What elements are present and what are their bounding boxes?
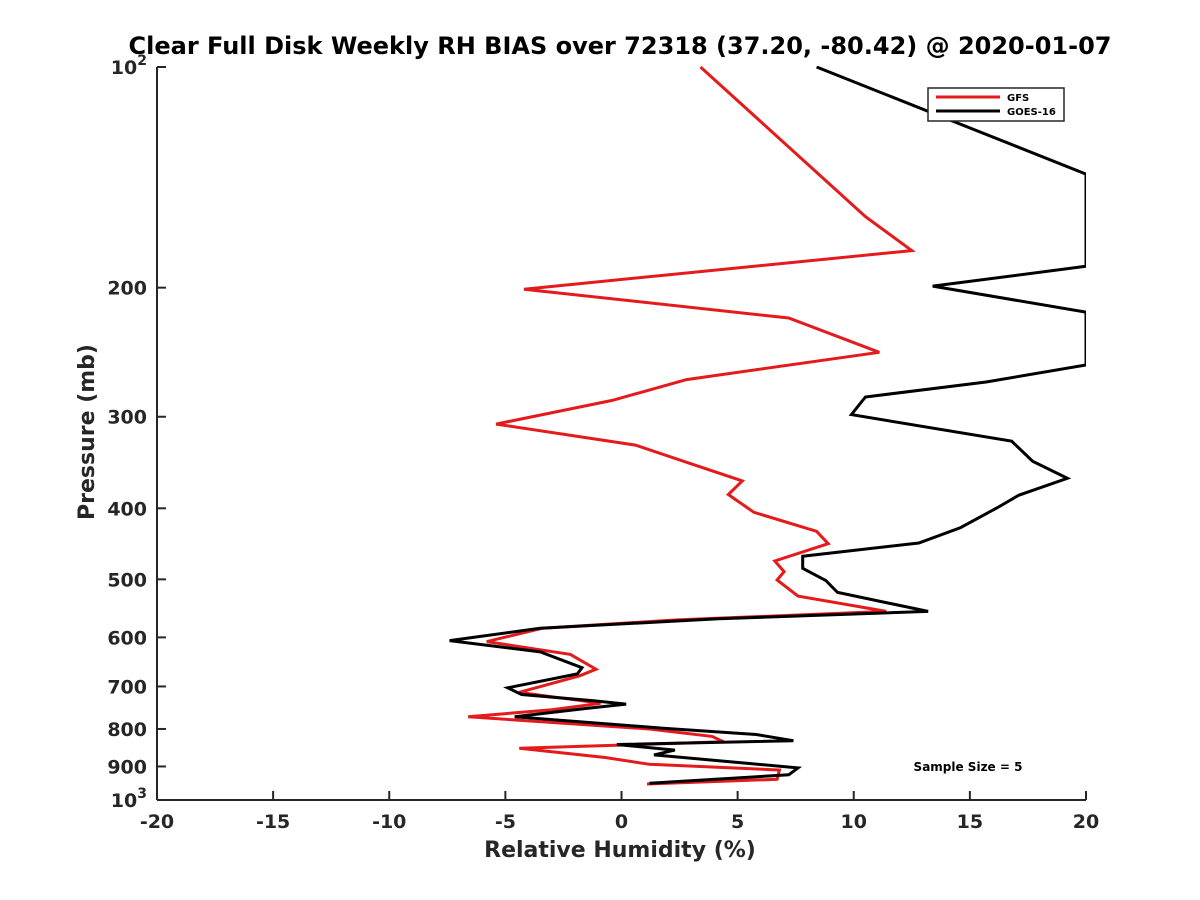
x-tick-label: -10 xyxy=(372,811,406,833)
y-tick-base: 300 xyxy=(107,407,147,429)
legend: GFS GOES-16 xyxy=(927,87,1065,122)
y-tick-exponent: 3 xyxy=(137,786,147,802)
x-axis-ticks: -20 -15 -10 -5 0 5 10 15 20 xyxy=(140,791,1099,833)
x-tick-label: -5 xyxy=(495,811,516,833)
y-tick-label: 800 xyxy=(107,719,147,741)
x-tick-label: 15 xyxy=(957,811,983,833)
y-tick-base: 10 xyxy=(111,57,137,79)
x-axis-label: Relative Humidity (%) xyxy=(484,838,756,863)
y-tick-label: 300 xyxy=(107,407,147,429)
y-tick-base: 900 xyxy=(107,756,147,778)
y-tick-label: 102 xyxy=(111,53,147,79)
y-tick-base: 700 xyxy=(107,676,147,698)
x-tick-label: 20 xyxy=(1073,811,1099,833)
y-tick-label: 500 xyxy=(107,569,147,591)
y-tick-base: 400 xyxy=(107,498,147,520)
x-tick-label: 5 xyxy=(731,811,744,833)
y-tick-label: 400 xyxy=(107,498,147,520)
chart-title: Clear Full Disk Weekly RH BIAS over 7231… xyxy=(129,32,1112,60)
legend-label: GFS xyxy=(1007,93,1029,104)
y-axis-label: Pressure (mb) xyxy=(75,344,100,520)
series-line-goes-16 xyxy=(449,66,1086,785)
y-tick-base: 800 xyxy=(107,719,147,741)
series-layer xyxy=(449,66,1086,786)
x-tick-label: -15 xyxy=(256,811,290,833)
y-tick-base: 500 xyxy=(107,569,147,591)
y-tick-label: 103 xyxy=(111,786,147,812)
series-line-gfs xyxy=(468,66,916,786)
x-tick-label: 0 xyxy=(615,811,628,833)
y-tick-base: 200 xyxy=(107,278,147,300)
legend-box xyxy=(927,87,1065,122)
y-tick-exponent: 2 xyxy=(137,53,147,69)
y-tick-label: 900 xyxy=(107,756,147,778)
y-tick-label: 200 xyxy=(107,278,147,300)
y-tick-label: 700 xyxy=(107,676,147,698)
y-tick-base: 10 xyxy=(111,790,137,812)
sample-size-annotation: Sample Size = 5 xyxy=(914,760,1023,774)
y-tick-label: 600 xyxy=(107,627,147,649)
x-tick-label: -20 xyxy=(140,811,174,833)
x-tick-label: 10 xyxy=(841,811,867,833)
y-tick-base: 600 xyxy=(107,627,147,649)
legend-label: GOES-16 xyxy=(1007,107,1056,118)
